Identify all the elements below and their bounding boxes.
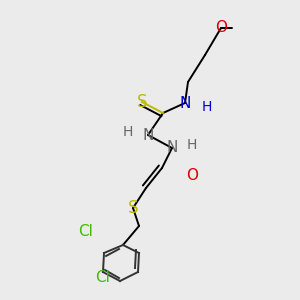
Text: H: H bbox=[202, 100, 212, 114]
Text: N: N bbox=[142, 128, 154, 142]
Text: N: N bbox=[179, 95, 191, 110]
Text: S: S bbox=[137, 93, 147, 111]
Text: H: H bbox=[187, 138, 197, 152]
Text: O: O bbox=[186, 167, 198, 182]
Text: N: N bbox=[166, 140, 178, 155]
Text: H: H bbox=[123, 125, 133, 139]
Text: Cl: Cl bbox=[79, 224, 93, 238]
Text: Cl: Cl bbox=[96, 271, 110, 286]
Text: S: S bbox=[128, 199, 138, 217]
Text: O: O bbox=[215, 20, 227, 35]
